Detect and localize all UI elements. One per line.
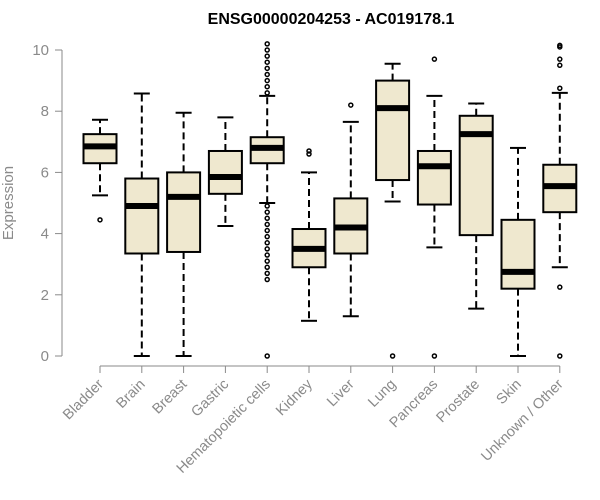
chart-title: ENSG00000204253 - AC019178.1 — [208, 11, 455, 28]
box-hematopoietic-cells — [249, 41, 285, 359]
y-axis: 0 2 4 6 8 10 — [32, 42, 63, 365]
box-brain — [124, 92, 160, 357]
outlier-point — [557, 62, 563, 69]
outlier-point — [264, 264, 270, 271]
outlier-point — [264, 77, 270, 84]
outlier-point — [264, 83, 270, 90]
x-tick-label: Kidney — [273, 376, 316, 419]
outlier-point — [264, 209, 270, 215]
y-tick-label: 10 — [32, 42, 49, 59]
y-tick-label: 8 — [41, 103, 49, 120]
outlier-point — [264, 227, 270, 234]
box-iqr — [166, 171, 202, 253]
outlier-point — [348, 102, 354, 108]
outlier-point — [97, 217, 103, 223]
outlier-point — [431, 353, 438, 359]
box-kidney — [291, 148, 327, 322]
box-iqr — [124, 177, 160, 255]
y-tick-label: 6 — [41, 164, 49, 181]
outlier-point — [264, 233, 270, 240]
y-tick-label: 2 — [41, 287, 49, 304]
outlier-point — [264, 53, 270, 59]
outlier-point — [264, 270, 270, 277]
outlier-point — [264, 276, 270, 283]
outlier-point — [557, 56, 563, 62]
y-tick-label: 4 — [41, 226, 49, 243]
box-iqr — [416, 149, 452, 206]
outlier-point — [306, 148, 312, 154]
y-tick-label: 0 — [41, 348, 49, 365]
x-tick-label: Liver — [324, 376, 358, 410]
box-breast — [166, 111, 202, 357]
outlier-point — [431, 56, 438, 62]
x-tick-label: Skin — [494, 377, 525, 408]
box-pancreas — [416, 56, 452, 359]
outlier-point — [557, 284, 563, 290]
x-tick-label: Brain — [113, 377, 148, 412]
outlier-point — [264, 59, 270, 65]
plot-area — [82, 41, 578, 359]
outlier-point — [557, 85, 563, 91]
outlier-point — [264, 203, 270, 209]
box-bladder — [82, 118, 118, 223]
outlier-point — [264, 353, 270, 359]
box-prostate — [458, 102, 494, 310]
outlier-point — [264, 258, 270, 264]
outlier-point — [264, 65, 270, 72]
outlier-point — [264, 252, 270, 258]
outlier-point — [264, 71, 270, 78]
outlier-point — [306, 151, 312, 157]
x-tick-label: Lung — [365, 377, 399, 411]
box-gastric — [207, 116, 243, 227]
outlier-point — [264, 215, 270, 222]
y-axis-label: Expression — [0, 166, 17, 240]
box-iqr — [500, 218, 536, 290]
x-tick-label: Bladder — [60, 376, 107, 423]
outlier-point — [264, 47, 270, 53]
box-iqr — [375, 79, 411, 182]
outlier-point — [264, 240, 270, 246]
box-liver — [333, 102, 369, 318]
box-lung — [375, 62, 411, 359]
outlier-point — [264, 221, 270, 228]
outlier-point — [264, 41, 270, 47]
x-tick-label: Prostate — [434, 377, 483, 426]
box-iqr — [207, 149, 243, 195]
outlier-point — [557, 353, 563, 359]
outlier-point — [389, 353, 396, 359]
box-skin — [500, 146, 536, 357]
outlier-point — [264, 246, 270, 252]
box-unknown-other — [542, 42, 578, 359]
outlier-point — [557, 44, 563, 50]
outlier-point — [264, 90, 270, 96]
x-tick-label: Breast — [149, 377, 190, 418]
